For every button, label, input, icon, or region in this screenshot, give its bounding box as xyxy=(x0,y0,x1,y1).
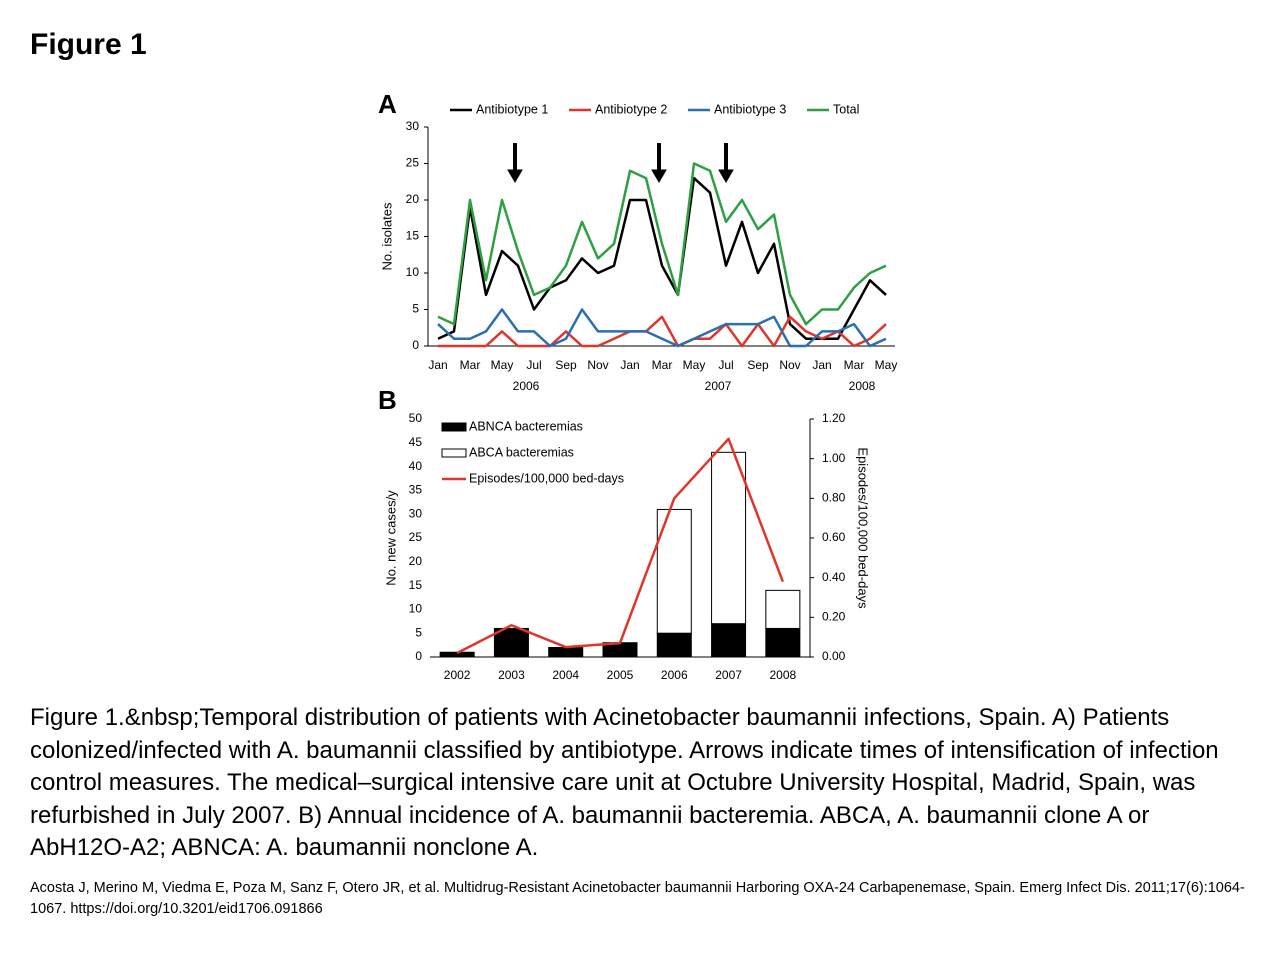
y-tick-label: 45 xyxy=(409,435,423,449)
panel-label: A xyxy=(378,89,397,119)
arrow-head xyxy=(718,169,734,183)
y-tick-label: 15 xyxy=(409,578,423,592)
y-tick-label: 15 xyxy=(406,229,420,243)
y2-tick-label: 1.20 xyxy=(822,411,846,425)
bar xyxy=(656,632,692,658)
x-tick-label: Jul xyxy=(718,358,733,372)
x-tick-label: Mar xyxy=(460,358,481,372)
legend-label: Antibiotype 3 xyxy=(714,102,786,116)
x-tick-label: Nov xyxy=(779,358,800,372)
legend-label: Antibiotype 2 xyxy=(595,102,667,116)
y2-tick-label: 0.20 xyxy=(822,610,846,624)
series-line xyxy=(437,176,887,340)
legend-label: ABNCA bacteremias xyxy=(469,419,583,433)
x-tick-label: Nov xyxy=(587,358,608,372)
y-tick-label: 10 xyxy=(406,265,420,279)
legend-label: Total xyxy=(833,102,859,116)
legend-label: Antibiotype 1 xyxy=(476,102,548,116)
arrow-head xyxy=(507,169,523,183)
y-tick-label: 35 xyxy=(409,483,423,497)
x-tick-label: May xyxy=(875,358,898,372)
series-line xyxy=(437,162,887,326)
x-group-label: 2008 xyxy=(849,379,876,393)
y2-tick-label: 0.60 xyxy=(822,530,846,544)
bar xyxy=(711,451,747,625)
x-tick-label: 2007 xyxy=(715,668,742,682)
y-axis-title: No. isolates xyxy=(379,202,394,270)
y-tick-label: 20 xyxy=(409,554,423,568)
y2-tick-label: 0.80 xyxy=(822,491,846,505)
x-tick-label: 2003 xyxy=(498,668,525,682)
series-line xyxy=(456,437,785,655)
x-tick-label: Jul xyxy=(526,358,541,372)
bar xyxy=(765,627,801,658)
y-tick-label: 25 xyxy=(409,530,423,544)
bar xyxy=(765,589,801,629)
y2-tick-label: 0.00 xyxy=(822,649,846,663)
x-tick-label: Jan xyxy=(812,358,831,372)
y2-axis-title: Episodes/100,000 bed-days xyxy=(856,447,871,609)
y2-tick-label: 1.00 xyxy=(822,451,846,465)
legend-label: Episodes/100,000 bed-days xyxy=(469,471,624,485)
x-tick-label: Sep xyxy=(747,358,769,372)
y-axis-title: No. new cases/y xyxy=(383,490,398,586)
figure: A 0 5 10 15 20 25 30 No. isolates Jan Mar May Jul Sep… xyxy=(378,89,898,682)
panel-label: B xyxy=(378,385,397,415)
x-tick-label: Jan xyxy=(620,358,639,372)
y-tick-label: 25 xyxy=(406,156,420,170)
legend-swatch xyxy=(441,422,467,432)
x-tick-label: Sep xyxy=(555,358,577,372)
bar xyxy=(548,646,584,658)
citation: Acosta J, Merino M, Viedma E, Poza M, Sa… xyxy=(30,880,1245,917)
y-tick-label: 0 xyxy=(412,338,419,352)
x-tick-label: Mar xyxy=(652,358,673,372)
y-tick-label: 40 xyxy=(409,459,423,473)
x-tick-label: Jan xyxy=(428,358,447,372)
x-tick-label: 2006 xyxy=(661,668,688,682)
page-title: Figure 1 xyxy=(30,28,147,61)
arrow-head xyxy=(651,169,667,183)
y-tick-label: 30 xyxy=(406,119,420,133)
y-tick-label: 50 xyxy=(409,411,423,425)
legend-label: ABCA bacteremias xyxy=(469,445,574,459)
y2-tick-label: 0.40 xyxy=(822,570,846,584)
x-tick-label: May xyxy=(491,358,514,372)
bar xyxy=(711,623,747,658)
series-line xyxy=(437,308,887,348)
intervention-arrows xyxy=(507,143,734,183)
legend-swatch xyxy=(441,448,467,458)
y-tick-label: 5 xyxy=(415,625,422,639)
x-tick-label: 2004 xyxy=(552,668,579,682)
x-group-label: 2007 xyxy=(705,379,732,393)
bar xyxy=(493,627,529,658)
x-group-label: 2006 xyxy=(513,379,540,393)
x-tick-label: 2008 xyxy=(770,668,797,682)
y-tick-label: 10 xyxy=(409,602,423,616)
y-tick-label: 30 xyxy=(409,506,423,520)
x-tick-label: 2002 xyxy=(444,668,471,682)
x-tick-label: May xyxy=(683,358,706,372)
y-tick-label: 20 xyxy=(406,192,420,206)
y-tick-label: 5 xyxy=(412,302,419,316)
x-tick-label: 2005 xyxy=(607,668,634,682)
x-tick-label: Mar xyxy=(844,358,865,372)
caption: Figure 1.&nbsp;Temporal distribution of … xyxy=(30,704,1219,862)
series-line xyxy=(438,315,887,348)
y-tick-label: 0 xyxy=(415,649,422,663)
